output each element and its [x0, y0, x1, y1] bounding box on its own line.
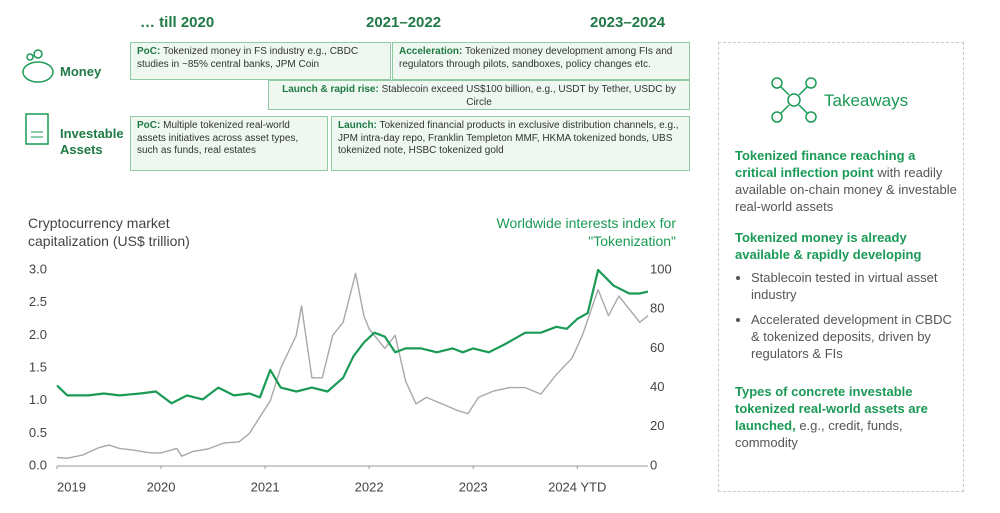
- y2-tick-label: 80: [650, 301, 664, 316]
- takeaway: Tokenized finance reaching a critical in…: [735, 148, 957, 214]
- takeaways-icon: [771, 77, 817, 123]
- period: 2023–2024: [590, 14, 666, 31]
- takeaway: Types of concrete investable tokenized r…: [735, 384, 928, 450]
- y2-tick-label: 40: [650, 379, 664, 394]
- takeaways-title: Takeaways: [824, 91, 909, 110]
- timeline-box: PoC: Multiple tokenized real-world asset…: [130, 116, 328, 171]
- chart: 0.0 0.5 1.0 1.5 2.0 2.5 3.0 0 20 40 60 80 100 2019 202…: [29, 261, 672, 494]
- y2-axis-title: Worldwide interests index for "Tokenizat…: [496, 215, 676, 249]
- timeline-box: Acceleration: Tokenized money developmen…: [392, 42, 690, 80]
- timeline-box: PoC: Tokenized money in FS industry e.g.…: [130, 42, 391, 80]
- money-icon: [22, 49, 54, 83]
- takeaways-panel: Takeaways Tokenized finance reaching a c…: [718, 42, 964, 492]
- y-tick-label: 1.0: [29, 392, 47, 407]
- period: 2021–2022: [366, 14, 442, 31]
- bullet: Stablecoin tested in virtual asset indus…: [751, 269, 957, 303]
- y2-tick-label: 0: [650, 457, 657, 472]
- period: … till 2020: [140, 14, 215, 31]
- x-tick-label: 2024 YTD: [548, 479, 606, 494]
- y2-tick-label: 60: [650, 340, 664, 355]
- timeline-box: Launch & rapid rise: Stablecoin exceed U…: [268, 80, 690, 110]
- x-tick-label: 2021: [251, 479, 280, 494]
- bullet: Accelerated development in CBDC & tokeni…: [751, 311, 957, 362]
- y-axis-title: Cryptocurrency market capitalization (US…: [28, 215, 190, 249]
- series-line: [56, 272, 649, 459]
- row-label: Money: [60, 64, 102, 79]
- x-tick-label: 2023: [459, 479, 488, 494]
- y-tick-label: 2.0: [29, 327, 47, 342]
- x-tick-label: 2019: [57, 479, 86, 494]
- x-tick-label: 2020: [147, 479, 176, 494]
- row-label: Investable Assets: [60, 126, 124, 157]
- takeaway: Tokenized money is already available & r…: [735, 229, 957, 370]
- y-tick-label: 0.5: [29, 425, 47, 440]
- y-tick-label: 3.0: [29, 261, 47, 276]
- x-tick-label: 2022: [355, 479, 384, 494]
- series-line: [56, 268, 649, 405]
- y2-tick-label: 20: [650, 418, 664, 433]
- y-tick-label: 2.5: [29, 294, 47, 309]
- y-tick-label: 0.0: [29, 457, 47, 472]
- y2-tick-label: 100: [650, 261, 672, 276]
- timeline-box: Launch: Tokenized financial products in …: [331, 116, 690, 171]
- y-tick-label: 1.5: [29, 359, 47, 374]
- asset-icon: [25, 113, 49, 145]
